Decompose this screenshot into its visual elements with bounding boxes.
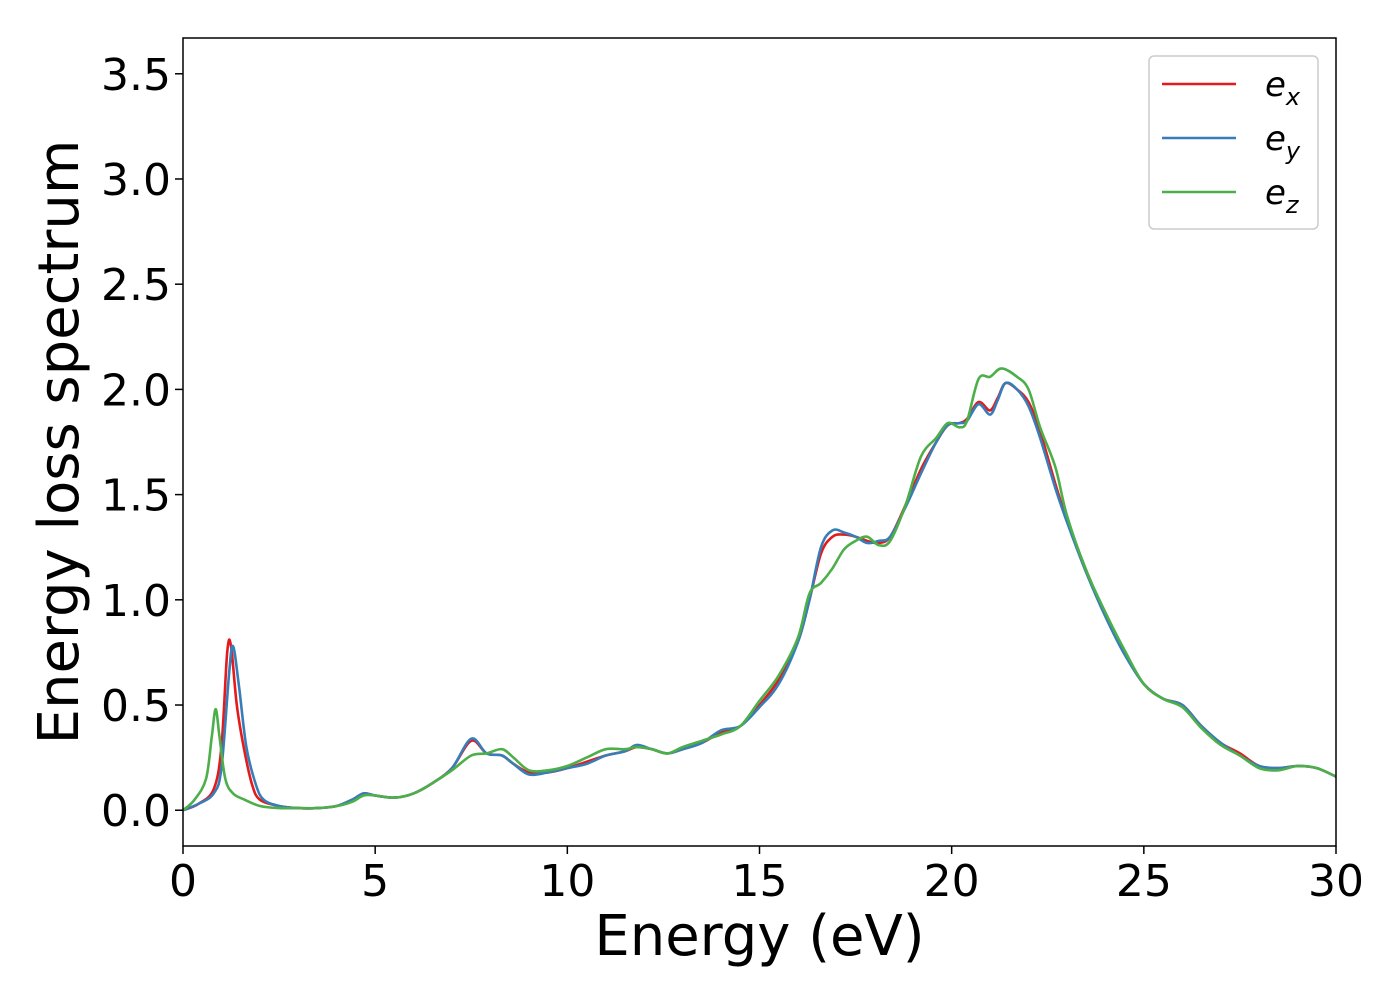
x-tick-label: 10 [539,856,595,907]
series-line-z [182,367,1337,812]
legend-label-subscript: z [1285,191,1300,219]
x-tick-label: 20 [924,856,980,907]
y-tick-label: 1.5 [101,471,171,522]
x-tick-label: 25 [1116,856,1172,907]
legend-label-main: e [1265,65,1286,105]
x-tick-label: 30 [1308,856,1364,907]
series-line-y [182,381,1337,812]
legend-label-z: ez [1265,173,1300,219]
x-axis-title: Energy (eV) [594,904,924,969]
y-tick-label: 3.5 [101,50,171,101]
y-tick-label: 0.5 [101,681,171,732]
series-layer [182,367,1337,812]
y-axis-ticks: 0.0 0.5 1.0 1.5 2.0 2.5 3.0 3.5 [101,50,183,837]
y-tick-label: 1.0 [101,576,171,627]
y-tick-label: 2.5 [101,260,171,311]
y-tick-label: 3.0 [101,155,171,206]
legend-label-main: e [1265,173,1286,213]
x-tick-label: 5 [361,856,389,907]
x-tick-label: 0 [169,856,197,907]
series-line-x [182,381,1337,812]
y-axis-title: Energy loss spectrum [27,140,92,745]
legend-label-subscript: y [1285,137,1301,165]
x-axis-ticks: 0 5 10 15 20 25 30 [169,846,1364,907]
legend-label-y: ey [1265,119,1301,165]
legend-box [1148,55,1319,230]
legend-label-x: ex [1265,65,1301,111]
legend-label-subscript: x [1285,83,1301,111]
y-tick-label: 2.0 [101,365,171,416]
y-tick-label: 0.0 [101,786,171,837]
legend-label-main: e [1265,119,1286,159]
x-tick-label: 15 [732,856,788,907]
